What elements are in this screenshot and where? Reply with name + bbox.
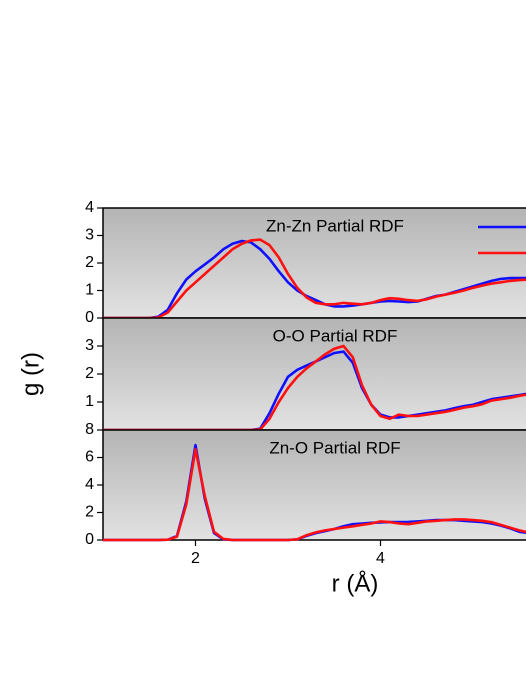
y-tick-label: 2 bbox=[85, 254, 94, 271]
y-tick-label: 1 bbox=[85, 393, 94, 410]
plot-area bbox=[102, 317, 526, 431]
panel-title: O-O Partial RDF bbox=[273, 326, 398, 345]
series-line bbox=[103, 448, 526, 542]
y-tick-label: 0 bbox=[85, 309, 94, 326]
y-tick-label: 1 bbox=[85, 282, 94, 299]
y-tick-label: 2 bbox=[85, 365, 94, 382]
y-tick-label: 4 bbox=[85, 199, 94, 216]
x-tick-label: 4 bbox=[376, 550, 385, 567]
x-tick-label: 2 bbox=[191, 550, 200, 567]
y-tick-label: 8 bbox=[85, 421, 94, 438]
y-tick-label: 3 bbox=[85, 337, 94, 354]
panel-title: Zn-Zn Partial RDF bbox=[266, 216, 404, 235]
series-line bbox=[103, 239, 526, 320]
y-tick-label: 3 bbox=[85, 227, 94, 244]
x-axis-label: r (Å) bbox=[332, 569, 379, 597]
y-tick-label: 0 bbox=[85, 531, 94, 548]
series-line bbox=[103, 238, 526, 320]
y-axis-label: g (r) bbox=[17, 352, 44, 396]
y-tick-label: 4 bbox=[85, 476, 94, 493]
y-tick-label: 2 bbox=[85, 504, 94, 521]
panel-title: Zn-O Partial RDF bbox=[269, 438, 400, 457]
y-tick-label: 6 bbox=[85, 449, 94, 466]
